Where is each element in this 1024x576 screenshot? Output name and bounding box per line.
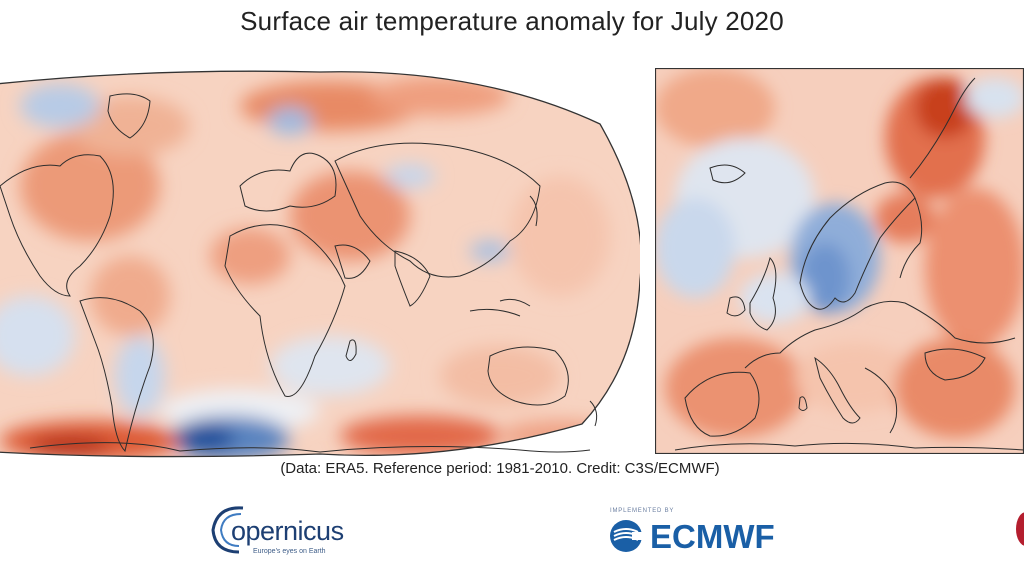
copernicus-swirl-icon [211, 506, 244, 554]
copernicus-wordmark: opernicus [231, 516, 344, 546]
copernicus-tagline: Europe's eyes on Earth [253, 548, 326, 555]
world-anomaly-field [0, 71, 640, 457]
world-coastlines [0, 93, 598, 453]
chart-title: Surface air temperature anomaly for July… [240, 6, 784, 36]
copernicus-logo: opernicus Europe's eyes on Earth [205, 498, 375, 560]
partial-logo-edge [1016, 512, 1024, 546]
data-credit-caption: (Data: ERA5. Reference period: 1981-2010… [280, 460, 720, 477]
ecmwf-implemented-by: IMPLEMENTED BY [610, 508, 675, 514]
europe-coastlines [674, 77, 1024, 451]
europe-anomaly-map [655, 68, 1024, 454]
ecmwf-emblem-icon [610, 520, 642, 552]
world-map-border [0, 70, 640, 458]
world-anomaly-map [0, 70, 640, 458]
europe-anomaly-field [655, 68, 1024, 454]
ecmwf-wordmark: ECMWF [650, 518, 775, 555]
ecmwf-logo: IMPLEMENTED BY ECMWF [606, 508, 816, 558]
